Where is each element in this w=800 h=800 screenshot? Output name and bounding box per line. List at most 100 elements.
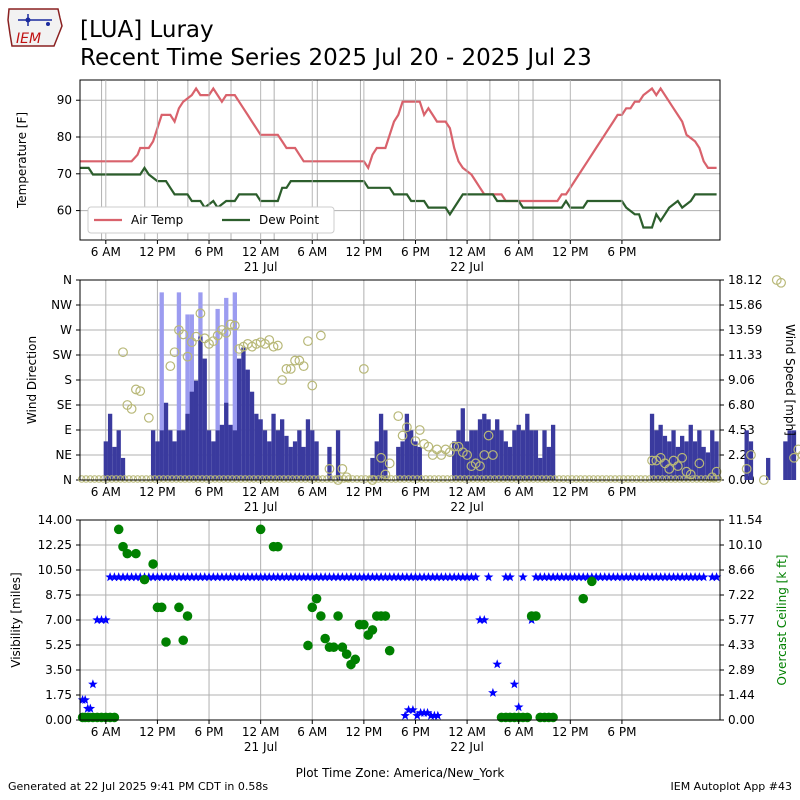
wind-speed-bar: [766, 457, 771, 480]
visibility-point: [565, 572, 576, 582]
panel-3: 0.00 0.00 1.75 1.44 3.50 2.89 5.25 4.33 7.00 5.77…: [9, 513, 789, 780]
visibility-point: [462, 572, 472, 582]
wind-dir-calm-point: [585, 475, 593, 483]
wind-speed-bar: [150, 430, 156, 480]
y-tick-label: 0.00: [45, 713, 72, 727]
wind-speed-bar: [103, 441, 108, 480]
visibility-point: [144, 572, 154, 582]
wind-dir-calm-point: [602, 475, 611, 483]
ceiling-point: [122, 548, 133, 559]
visibility-point: [363, 572, 373, 582]
wind-speed-bar: [490, 430, 496, 480]
wind-dir-calm-point: [671, 475, 679, 483]
wind-speed-bar: [267, 441, 272, 480]
wind-dir-calm-point: [374, 475, 383, 483]
visibility-point: [221, 572, 231, 582]
wind-speed-bar: [284, 435, 289, 480]
visibility-point: [686, 572, 696, 582]
wind-speed-bar: [507, 446, 513, 480]
wind-dir-calm-point: [215, 475, 224, 483]
x-tick-label: 12 AM: [448, 485, 486, 499]
visibility-point: [281, 572, 292, 582]
wind-dir-calm-point: [168, 475, 176, 483]
ceiling-point: [350, 654, 361, 665]
wind-dir-calm-point: [232, 475, 241, 483]
axes-frame: [79, 279, 721, 481]
x-tick-sublabel: 21 Jul: [244, 260, 278, 274]
visibility-point: [376, 572, 386, 582]
wind-dir-calm-point: [456, 475, 464, 483]
visibility-point: [433, 710, 443, 720]
x-tick-label: 12 PM: [139, 725, 176, 739]
x-tick-label: 12 PM: [139, 485, 176, 499]
wind-dir-calm-point: [262, 475, 271, 483]
visibility-point: [165, 572, 176, 582]
visibility-point: [604, 572, 614, 582]
ceiling-point: [380, 611, 391, 621]
wind-dir-point: [685, 469, 696, 480]
wind-dir-point: [225, 319, 236, 330]
ceiling-point: [307, 602, 318, 613]
wind-dir-point: [195, 308, 206, 319]
wind-speed-bar: [378, 413, 384, 480]
wind-speed-bar: [206, 430, 212, 480]
wind-dir-calm-point: [78, 475, 86, 483]
wind-dir-calm-point: [521, 475, 529, 483]
wind-dir-calm-point: [469, 475, 477, 483]
visibility-point: [393, 572, 403, 582]
ceiling-point: [109, 712, 120, 723]
visibility-point: [475, 615, 485, 624]
ceiling-point: [148, 559, 158, 569]
wind-speed-bar: [271, 413, 276, 480]
visibility-point: [410, 572, 421, 582]
x-tick-label: 6 AM: [504, 245, 534, 259]
wind-dir-point: [341, 472, 352, 483]
wind-speed-bar: [202, 358, 207, 480]
wind-dir-calm-point: [499, 475, 507, 483]
visibility-point: [311, 572, 322, 582]
visibility-point: [403, 705, 414, 714]
visibility-point: [458, 572, 468, 582]
visibility-point: [230, 572, 240, 582]
wind-dir-point: [303, 336, 313, 347]
visibility-point: [638, 572, 649, 582]
wind-dir-calm-point: [314, 475, 322, 483]
wind-dir-calm-point: [615, 475, 624, 483]
visibility-point: [531, 572, 541, 582]
wind-dir-point: [281, 363, 292, 374]
visibility-point: [569, 572, 580, 582]
wind-speed-bar: [533, 430, 539, 480]
y2-tick-label: 10.10: [728, 538, 762, 552]
wind-speed-bar: [787, 430, 792, 480]
wind-speed-bar: [370, 457, 375, 480]
wind-dir-point: [290, 355, 300, 366]
visibility-point: [574, 572, 584, 582]
visibility-point: [415, 572, 425, 582]
wind-dir-point: [797, 450, 800, 460]
wind-dir-calm-point: [310, 475, 318, 483]
visibility-point: [655, 572, 666, 582]
visibility-point: [243, 572, 253, 582]
wind-speed-bar: [538, 457, 543, 480]
wind-dir-calm-point: [611, 475, 619, 483]
wind-speed-bar: [417, 446, 422, 480]
wind-dir-calm-point: [245, 475, 254, 483]
y-tick-label: 5.25: [45, 638, 72, 652]
visibility-point: [518, 572, 528, 582]
x-tick-label: 6 AM: [91, 725, 121, 739]
wind-dir-calm-point: [697, 475, 705, 483]
visibility-point: [161, 572, 171, 582]
y-tick-label: SW: [53, 348, 73, 362]
x-tick-label: 12 PM: [346, 245, 383, 259]
x-tick-label: 6 AM: [91, 245, 121, 259]
wind-speed-bar: [550, 424, 556, 480]
visibility-point: [690, 572, 700, 582]
wind-dir-calm-point: [637, 475, 645, 483]
x-tick-label: 12 PM: [552, 725, 589, 739]
visibility-point: [359, 572, 369, 582]
visibility-point: [397, 572, 408, 582]
iem-logo: IEM: [6, 6, 64, 50]
visibility-point: [591, 572, 601, 582]
wind-dir-calm-point: [103, 475, 112, 483]
wind-dir-calm-point: [559, 475, 568, 483]
